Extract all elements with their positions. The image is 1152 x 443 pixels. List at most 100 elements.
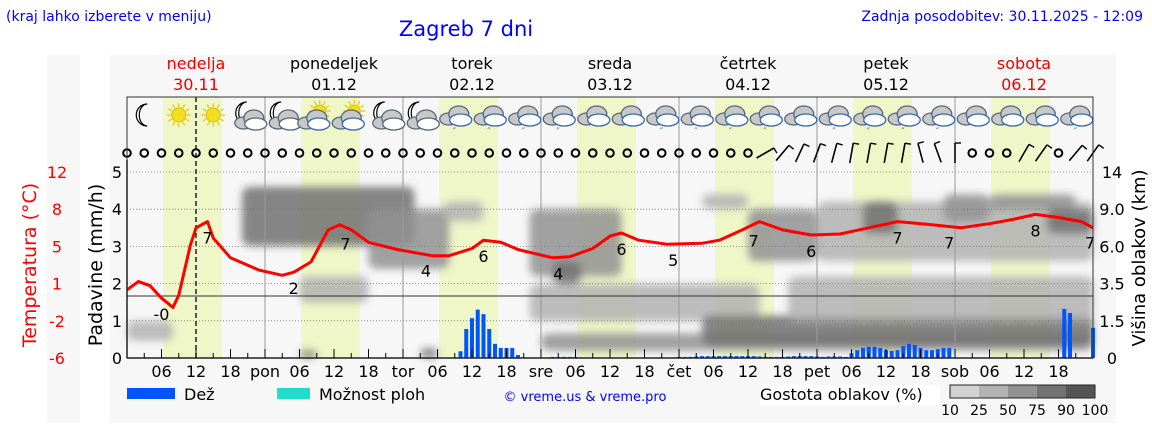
wind-barb-icon: [775, 144, 794, 162]
cloud-puff: [897, 113, 921, 127]
rain-drops-icon: ″: [832, 127, 836, 137]
wind-barb-icon: [1018, 143, 1035, 163]
weather-icon-sun-cloud: [331, 100, 366, 131]
precipitation-bar: [901, 346, 906, 358]
cloud-height-tick-label: 1.5: [1099, 312, 1124, 331]
x-tick-label: 12: [1014, 362, 1034, 381]
calm-wind-icon: [139, 148, 150, 158]
x-tick-label: 12: [600, 362, 620, 381]
cloud-cover-patch: [299, 276, 369, 303]
cloud-puff: [1001, 113, 1025, 127]
temperature-tick-label: 5: [52, 237, 62, 256]
precipitation-bar: [924, 350, 929, 358]
calm-wind-icon: [1053, 148, 1064, 158]
precipitation-bar: [930, 350, 934, 358]
wind-barb-icon: [866, 142, 877, 163]
grid: [127, 97, 1093, 358]
calm-wind-icon: [346, 148, 357, 158]
cloud-height-tick-label: 9.0: [1099, 200, 1124, 219]
wind-barb-icon: [900, 142, 912, 163]
sun-ray: [348, 101, 352, 106]
weather-icon-cloud-rain: ″: [473, 105, 507, 137]
cloud-puff: [552, 113, 576, 127]
wind-barb-flag: [887, 142, 894, 145]
wind-barb-icon: [954, 142, 961, 163]
precipitation-bar: [803, 356, 808, 358]
precipitation-bar: [751, 356, 756, 358]
cloud-cover-patch: [702, 194, 748, 209]
precipitation-bar: [878, 347, 883, 358]
cloud-cover-patch: [368, 209, 449, 269]
copyright-link[interactable]: © vreme.us & vreme.pro: [504, 390, 667, 405]
wind-barb-shaft: [933, 143, 942, 163]
cloud-puff: [483, 113, 507, 127]
density-label-bg: [760, 385, 940, 405]
calm-wind-icon: [622, 148, 633, 158]
wind-barb-flag: [870, 142, 877, 145]
day-name: sobota: [997, 54, 1051, 73]
x-tick-label: 06: [151, 362, 171, 381]
wind-barb-icon: [883, 142, 894, 163]
temperature-line: [126, 212, 1094, 309]
precipitation-bar: [464, 328, 469, 358]
sun-ray: [168, 108, 173, 112]
cloud-height-tick-label: 14: [1102, 163, 1122, 182]
precipitation-bar: [458, 351, 463, 358]
sun-ray: [309, 104, 314, 109]
cloud-puff: [966, 113, 990, 127]
cloud-height-tick-label: 6.0: [1099, 237, 1124, 256]
cloud-icon: [331, 109, 365, 131]
cloud-cover-patch: [420, 348, 438, 358]
x-tick-label: tor: [392, 362, 415, 381]
weather-icon-cloud: [611, 105, 645, 127]
location-hint-link[interactable]: (kraj lahko izberete v meniju): [6, 9, 212, 25]
x-tick-label: čet: [667, 362, 692, 381]
x-tick-label: 12: [876, 362, 896, 381]
precipitation-bar: [866, 346, 871, 358]
wind-barb-shaft: [848, 143, 855, 163]
day-headers: nedelja 30.11 ponedeljek 01.12 torek 02.12 sre…: [167, 54, 1051, 94]
precipitation-bar: [475, 309, 480, 358]
calm-wind-icon: [674, 148, 684, 158]
cloud-cover-patch: [1047, 209, 1093, 234]
cloud-icon: [991, 105, 1025, 127]
calm-wind-icon: [311, 148, 322, 158]
cloud-cover-patch: [748, 209, 817, 262]
weather-icon-moon-cloud: [406, 101, 440, 131]
calm-wind-icon: [329, 148, 339, 158]
cloud-cover-patch: [989, 194, 1076, 209]
cloud-height-tick-label: 3.5: [1099, 275, 1124, 294]
weather-icon-sun: [166, 103, 191, 127]
cloud-icon: [406, 109, 440, 131]
day-date: 01.12: [311, 75, 357, 94]
cloud-icon: [234, 109, 268, 131]
rain-drops-icon: ″: [901, 127, 905, 137]
calm-wind-icon: [380, 148, 391, 158]
wind-barb-icon: [1034, 144, 1053, 162]
cloud-puff: [863, 113, 887, 127]
temperature-label: 7: [892, 229, 902, 248]
rain-drops-icon: ″: [936, 127, 940, 137]
day-date: 30.11: [173, 75, 219, 94]
cloud-puff: [621, 113, 645, 127]
cloud-icon: [715, 105, 749, 127]
precip-tick-label: 0: [112, 349, 122, 368]
cloud-puff: [828, 113, 852, 127]
x-tick-label: 18: [358, 362, 378, 381]
cloud-cover-patch: [127, 321, 173, 341]
weather-icon-moon-cloud: [234, 101, 268, 131]
weather-icon-cloud-rain: ″: [439, 105, 473, 137]
sun-ray: [206, 121, 210, 126]
sun-ray: [313, 101, 317, 106]
cloud-puff: [690, 113, 714, 127]
cloud-cover-patch: [788, 276, 1093, 321]
weather-icon-cloud-rain: ″: [853, 105, 887, 137]
weather-icon-cloud-rain: ″: [818, 105, 852, 137]
x-tick-label: 18: [220, 362, 240, 381]
sun-ray: [202, 118, 207, 122]
page-title: Zagreb 7 dni: [399, 17, 533, 41]
sun-ray: [182, 121, 186, 126]
wind-barb-shaft: [883, 143, 889, 163]
